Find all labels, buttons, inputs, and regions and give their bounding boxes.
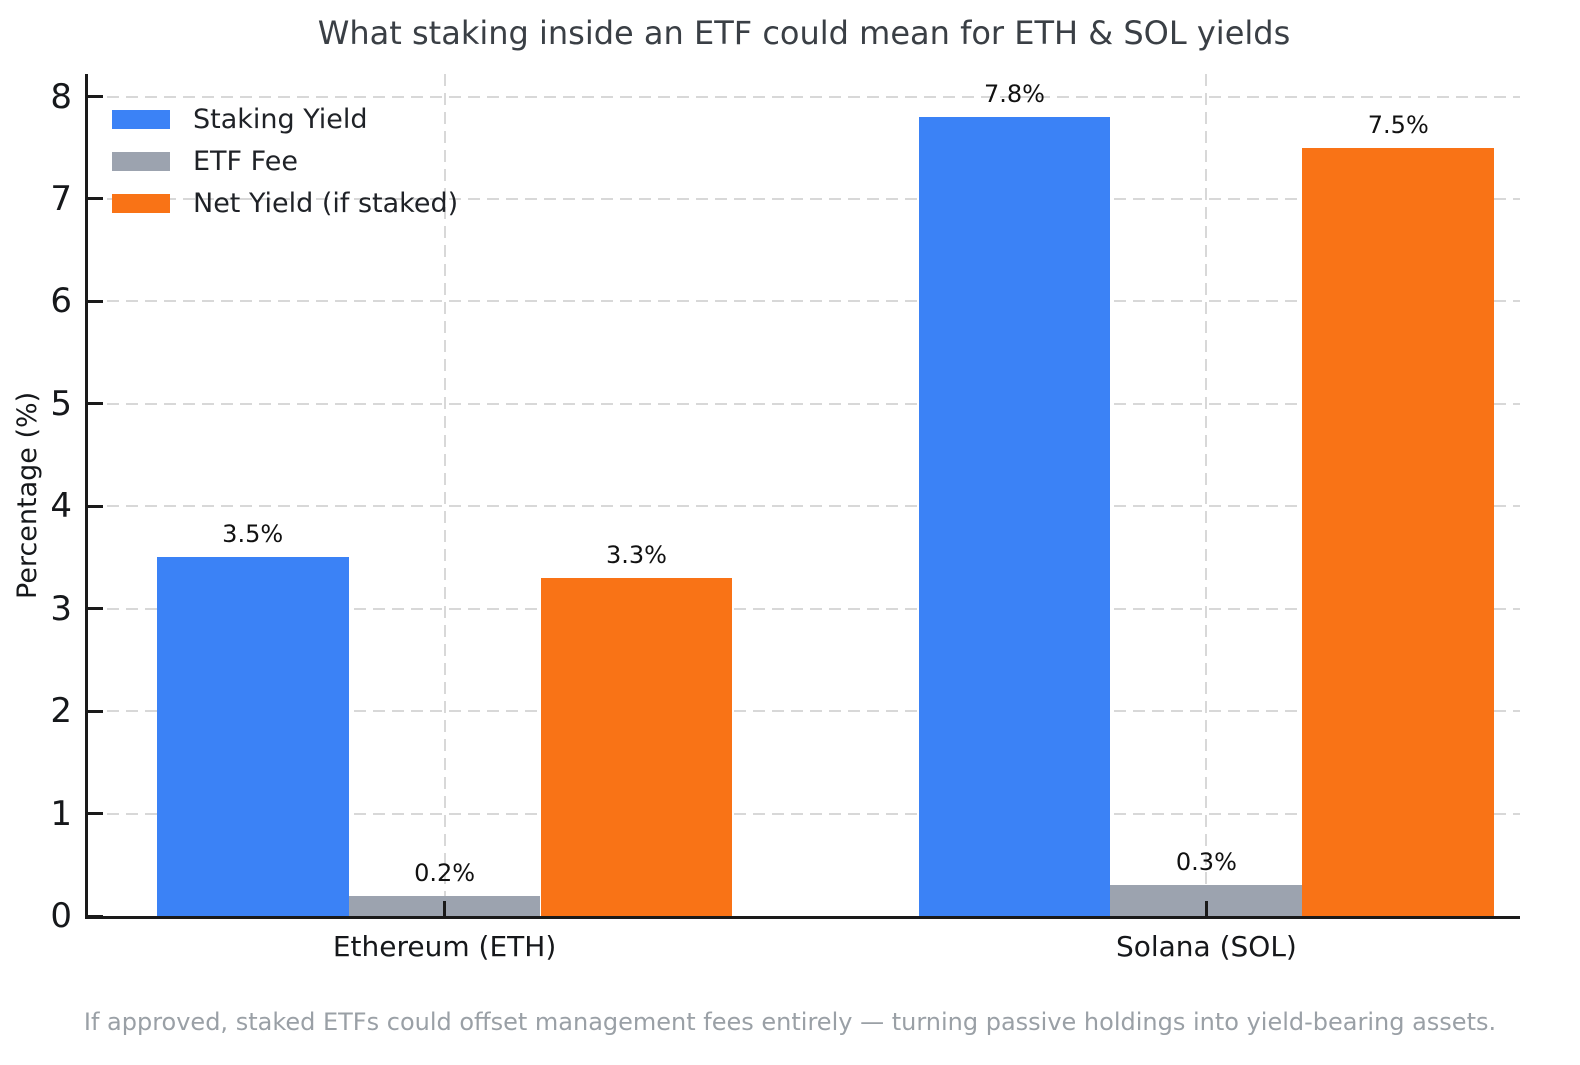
legend-swatch [112,193,170,213]
bar-value-label: 3.3% [605,540,667,569]
y-tick-mark [88,299,103,303]
bar [1302,147,1495,916]
chart-title: What staking inside an ETF could mean fo… [317,14,1291,52]
legend-label: Net Yield (if staked) [193,187,459,219]
y-tick-label: 6 [50,281,72,322]
x-tick-mark [443,901,447,916]
legend-swatch [112,151,170,171]
x-tick-label: Ethereum (ETH) [332,930,557,963]
gridline-horizontal [88,402,1520,405]
legend-label: Staking Yield [193,103,368,135]
bar-value-label: 7.8% [984,80,1045,109]
chart-footnote: If approved, staked ETFs could offset ma… [83,1008,1497,1036]
y-tick-label: 0 [50,896,72,936]
bar-value-label: 0.3% [1175,848,1237,877]
y-tick-mark [88,709,103,713]
plot-area: Staking Yield ETF Fee Net Yield (if staked… [50,74,1520,963]
bar-value-label: 3.5% [222,520,284,549]
legend-label: ETF Fee [193,145,298,177]
bar [918,117,1111,916]
gridline-horizontal [88,607,1520,610]
y-tick-label: 8 [50,76,72,117]
legend-swatch [112,109,170,129]
bar [540,577,733,916]
bar-value-label: 0.2% [414,858,476,887]
gridline-vertical [443,74,446,916]
legend-item: Staking Yield [112,98,458,140]
gridline-horizontal [88,300,1520,303]
bar-value-label: 7.5% [1367,110,1429,139]
x-axis-spine [85,916,1520,919]
y-tick-label: 1 [50,793,72,834]
legend: Staking Yield ETF Fee Net Yield (if staked… [112,98,458,224]
y-tick-label: 3 [50,588,72,629]
gridline-horizontal [88,812,1520,815]
y-tick-mark [88,504,103,508]
y-tick-mark [88,812,103,816]
y-axis-label: Percentage (%) [12,391,43,599]
gridline-horizontal [88,505,1520,508]
gridline-horizontal [88,95,1520,98]
y-tick-label: 2 [50,691,72,732]
y-tick-mark [88,607,103,611]
y-tick-mark [88,197,103,201]
gridline-horizontal [88,197,1520,200]
x-tick-mark [1204,901,1208,916]
y-tick-label: 5 [50,383,72,424]
y-tick-label: 4 [50,486,72,527]
gridline-vertical [1205,74,1208,916]
legend-item: Net Yield (if staked) [112,182,458,224]
y-tick-mark [88,95,103,99]
y-tick-mark [88,402,103,406]
y-axis-spine [85,74,88,919]
legend-item: ETF Fee [112,140,458,182]
y-tick-label: 7 [50,178,72,219]
bar [156,557,349,916]
gridline-horizontal [88,710,1520,713]
x-tick-label: Solana (SOL) [1115,930,1297,963]
